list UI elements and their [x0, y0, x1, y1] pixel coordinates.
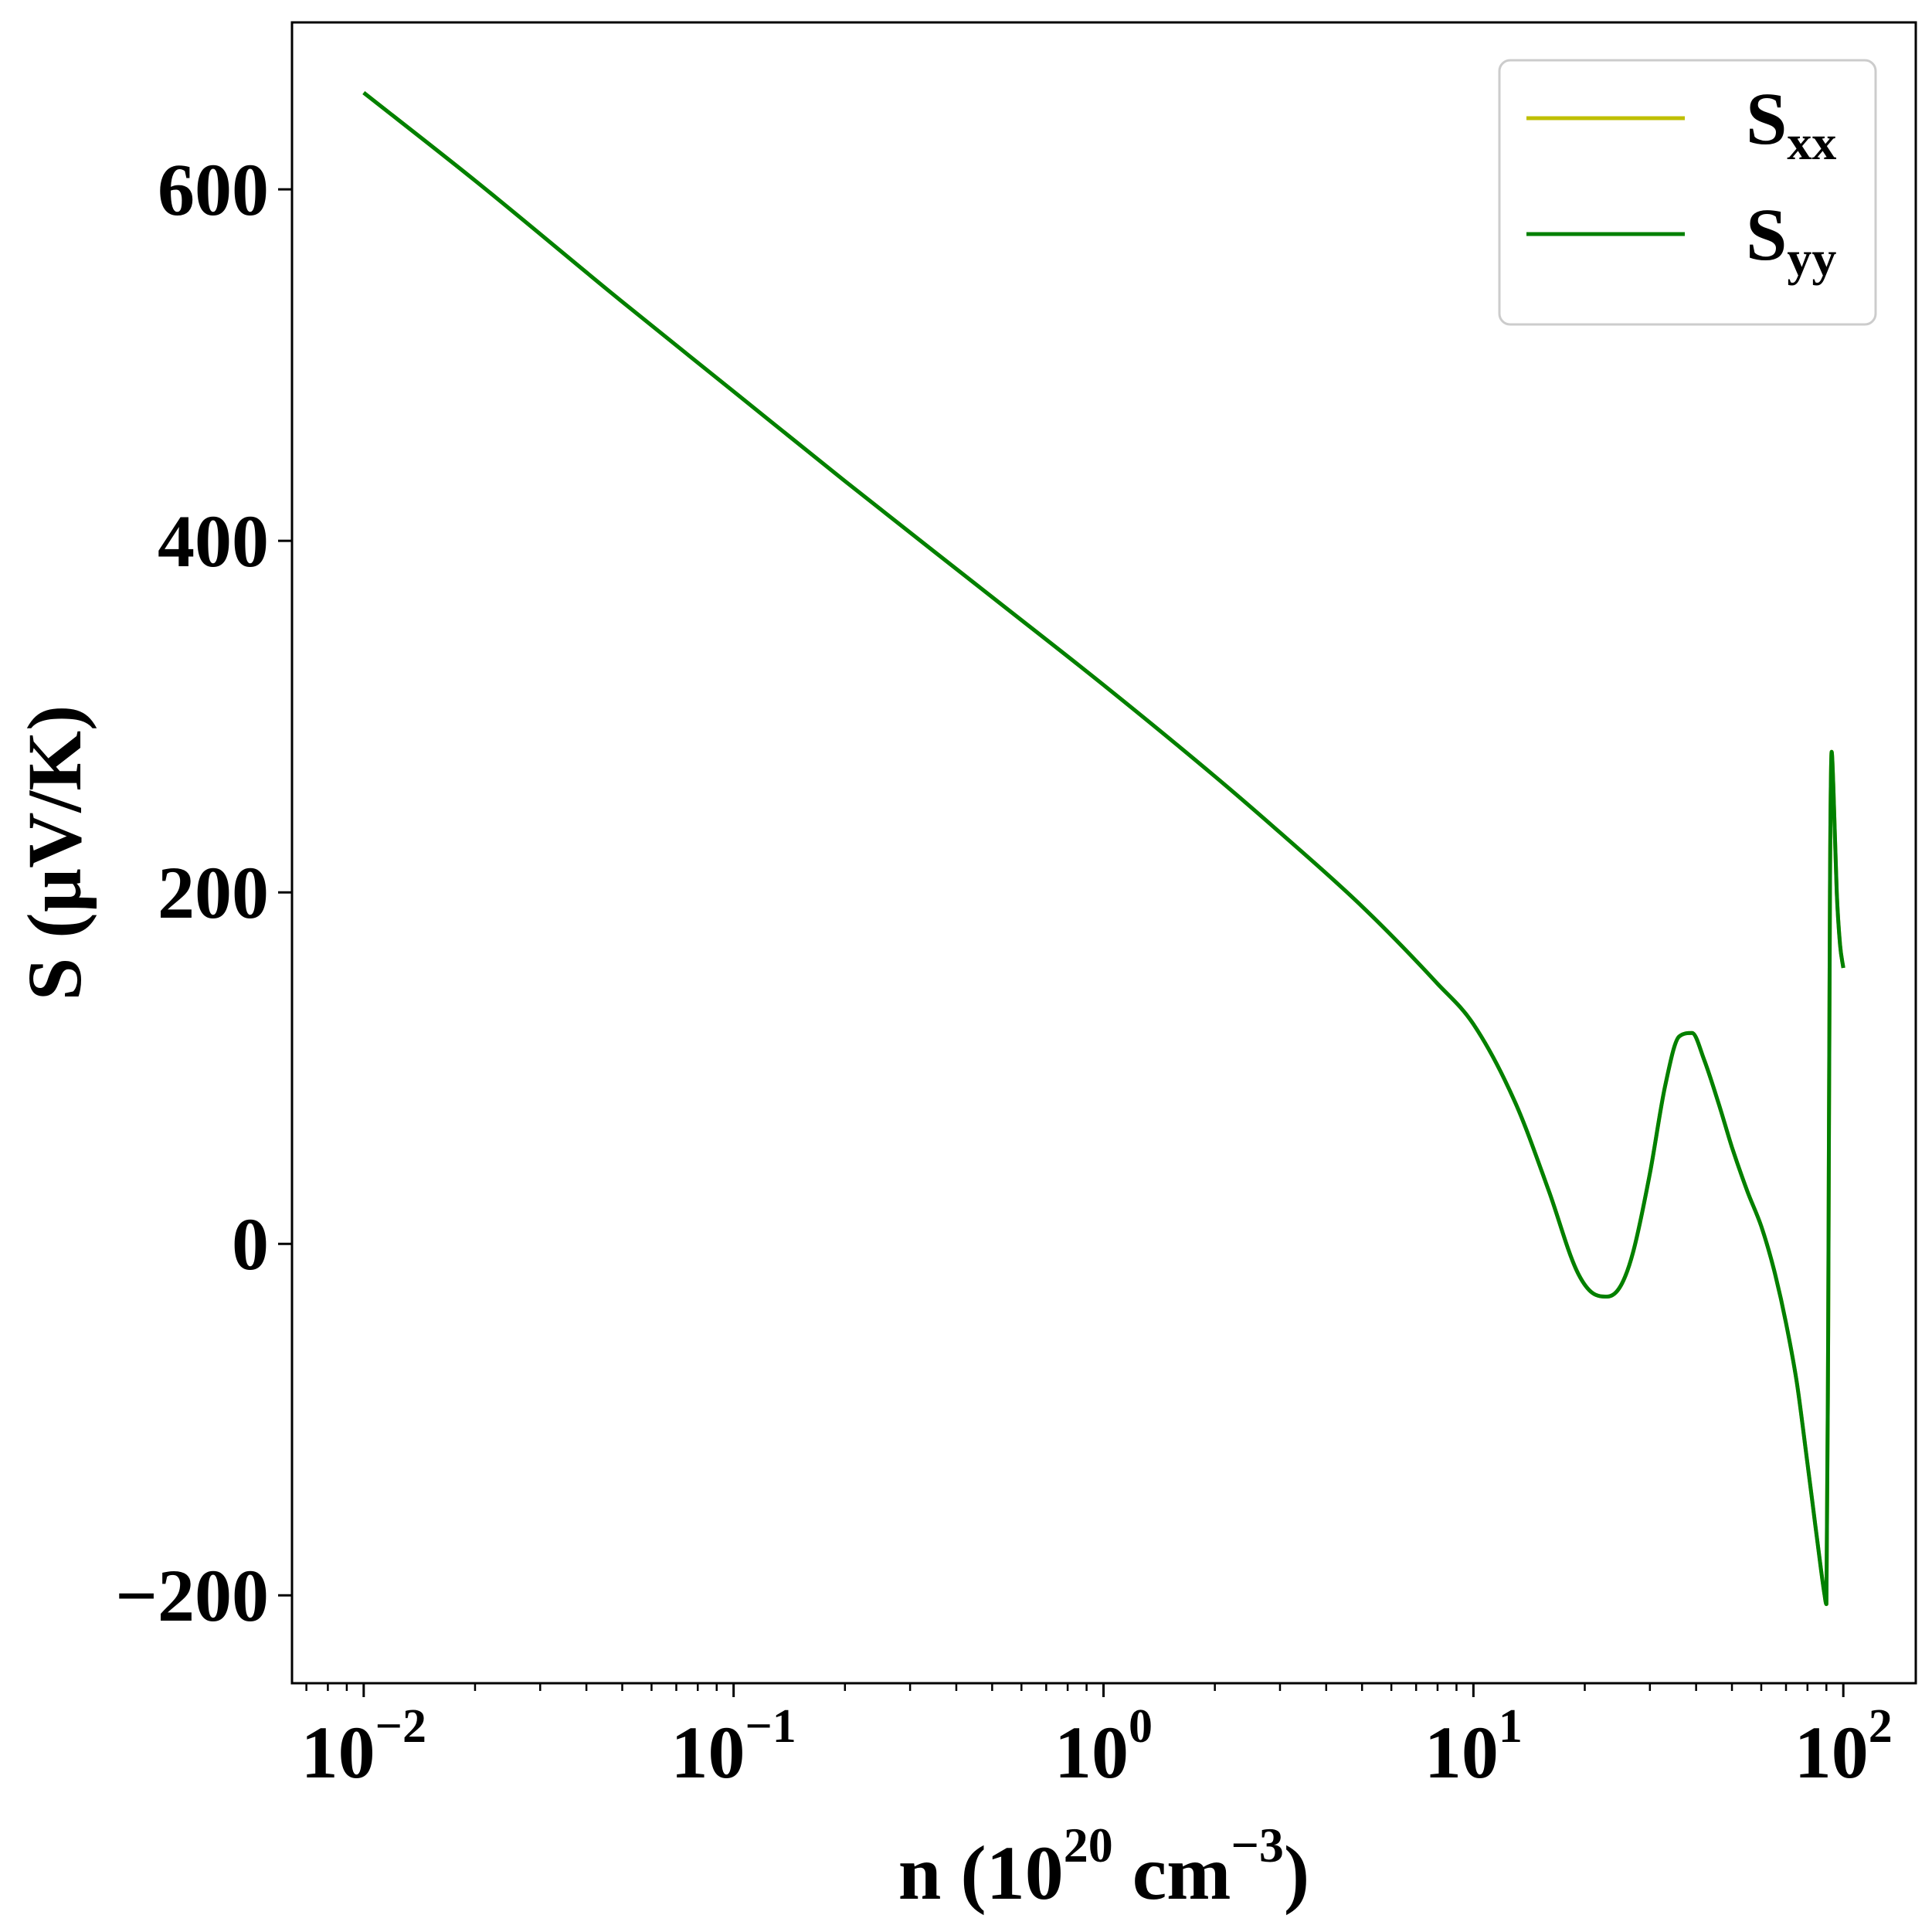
x-axis-title: n (1020 cm−3): [898, 1818, 1309, 1916]
series-layer: [362, 91, 1845, 1607]
legend-label-xx: Sxx: [1746, 77, 1836, 170]
series-line-yy: [362, 91, 1845, 1607]
y-axis: −200 0 200 400 600: [115, 148, 292, 1637]
y-axis-title: S (µV/K): [12, 705, 97, 1001]
y-tick-label: 0: [232, 1203, 269, 1285]
legend-label-yy: Syy: [1746, 193, 1836, 286]
x-tick-label: 102: [1794, 1700, 1893, 1794]
legend-box: [1498, 59, 1877, 326]
y-tick-label: −200: [115, 1554, 269, 1637]
x-tick-label: 10−2: [301, 1700, 426, 1794]
y-tick-label: 600: [158, 148, 269, 231]
x-tick-label: 101: [1424, 1700, 1523, 1794]
x-tick-label: 100: [1054, 1700, 1153, 1794]
y-tick-label: 400: [158, 500, 269, 582]
legend: Sxx Syy: [1498, 59, 1877, 326]
y-tick-label: 200: [158, 851, 269, 934]
x-axis: 10−2 10−1 100 101 102: [301, 1683, 1893, 1794]
x-tick-label: 10−1: [671, 1700, 796, 1794]
